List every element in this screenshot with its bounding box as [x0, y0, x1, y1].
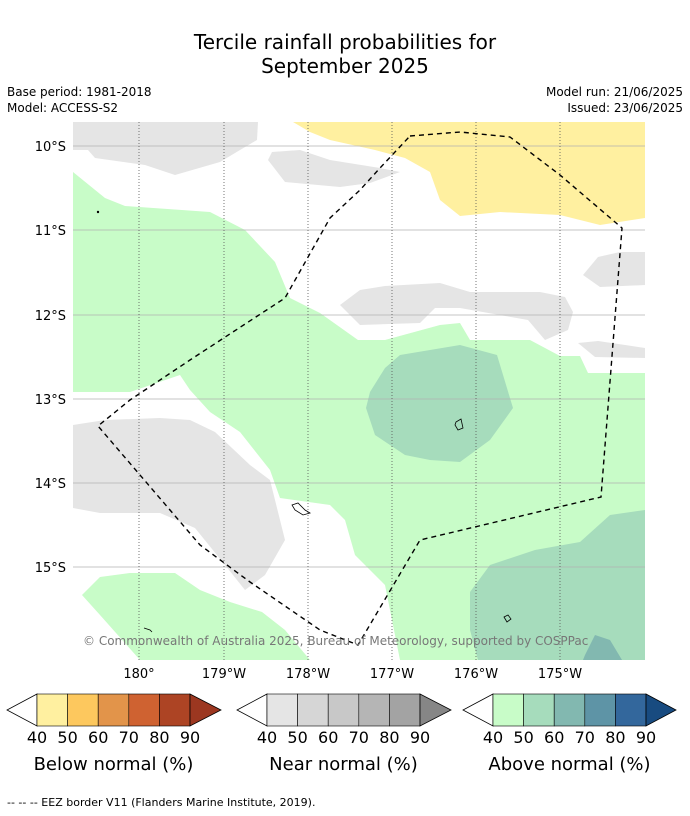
- above-normal-colorbar-segment: [523, 693, 555, 727]
- longitude-labels: 180° 179°W 178°W 177°W 176°W 175°W: [123, 667, 582, 682]
- below-normal-colorbar-tick: 80: [149, 728, 169, 747]
- above-normal-colorbar-left-arrow: [462, 693, 494, 727]
- below-normal-colorbar-segment: [36, 693, 68, 727]
- near-normal-region-nw: [73, 122, 258, 175]
- above-normal-colorbar-tick: 70: [575, 728, 595, 747]
- below-normal-colorbar-segment: [128, 693, 160, 727]
- above-normal-region-strong: [583, 635, 622, 660]
- eez-footnote: -- -- -- EEZ border V11 (Flanders Marine…: [7, 796, 316, 809]
- lat-label-11s: 11°S: [35, 224, 66, 239]
- below-normal-colorbar-segment: [67, 693, 99, 727]
- above-normal-colorbar-tick: 80: [605, 728, 625, 747]
- below-normal-colorbar-left-arrow: [6, 693, 38, 727]
- issued-date: Issued: 23/06/2025: [567, 101, 683, 115]
- near-normal-colorbar: 40 50 60 70 80 90 Near normal (%): [236, 693, 452, 775]
- lat-label-10s: 10°S: [35, 140, 66, 155]
- near-normal-colorbar-right-arrow: [419, 693, 452, 727]
- above-normal-colorbar-tick: 40: [483, 728, 503, 747]
- above-normal-colorbar-tick: 50: [513, 728, 533, 747]
- near-normal-region-east-small: [578, 341, 645, 358]
- above-normal-colorbar-segment: [615, 693, 647, 727]
- near-normal-region-west: [73, 418, 285, 590]
- below-normal-colorbar-tick: 60: [88, 728, 108, 747]
- map-plot-area: © Commonwealth of Australia 2025, Bureau…: [73, 122, 645, 660]
- above-normal-region-southeast: [470, 510, 645, 660]
- near-normal-colorbar-segment: [358, 693, 390, 727]
- near-normal-colorbar-left-arrow: [236, 693, 268, 727]
- title-line-1: Tercile rainfall probabilities for: [193, 30, 497, 54]
- above-normal-colorbar-right-arrow: [645, 693, 677, 727]
- lon-label-179w: 179°W: [202, 667, 246, 682]
- near-normal-region-n: [268, 150, 400, 187]
- below-normal-colorbar: 40 50 60 70 80 90 Below normal (%): [6, 693, 222, 775]
- map-title: Tercile rainfall probabilities for Septe…: [0, 30, 690, 78]
- near-normal-colorbar-tick: 90: [410, 728, 430, 747]
- above-normal-colorbar-tick: 60: [544, 728, 564, 747]
- lon-label-176w: 176°W: [454, 667, 498, 682]
- island-outlines: [96, 210, 512, 633]
- below-normal-colorbar-segment: [159, 693, 191, 727]
- above-normal-colorbar-label: Above normal (%): [488, 754, 650, 775]
- latitude-gridlines: [73, 145, 645, 568]
- near-normal-colorbar-tick: 70: [349, 728, 369, 747]
- near-normal-colorbar-segment: [389, 693, 421, 727]
- title-line-2: September 2025: [261, 54, 429, 78]
- above-normal-colorbar: 40 50 60 70 80 90 Above normal (%): [462, 693, 677, 775]
- model-run: Model run: 21/06/2025: [545, 85, 683, 99]
- lon-label-180: 180°: [123, 667, 154, 682]
- eez-border: [97, 131, 623, 646]
- below-normal-colorbar-right-arrow: [189, 693, 222, 727]
- near-normal-colorbar-tick: 50: [287, 728, 307, 747]
- below-normal-colorbar-tick: 90: [180, 728, 200, 747]
- lon-label-177w: 177°W: [370, 667, 414, 682]
- meta-left: Base period: 1981-2018 Model: ACCESS-S2: [7, 84, 152, 116]
- near-normal-colorbar-segment: [327, 693, 360, 727]
- colorbars: 40 50 60 70 80 90 Below normal (%) 40 50 60 70 80 90…: [6, 693, 677, 775]
- model-name: Model: ACCESS-S2: [7, 101, 119, 115]
- lon-label-178w: 178°W: [286, 667, 330, 682]
- near-normal-colorbar-tick: 40: [257, 728, 277, 747]
- below-normal-colorbar-tick: 40: [27, 728, 47, 747]
- below-normal-colorbar-tick: 70: [119, 728, 139, 747]
- above-normal-colorbar-segment: [492, 693, 524, 727]
- above-normal-colorbar-segment: [553, 693, 586, 727]
- below-normal-colorbar-segment: [97, 693, 130, 727]
- meta-right: Model run: 21/06/2025 Issued: 23/06/2025: [546, 84, 683, 116]
- near-normal-colorbar-segment: [297, 693, 329, 727]
- near-normal-colorbar-tick: 60: [318, 728, 338, 747]
- below-normal-region: [293, 122, 645, 225]
- lon-label-175w: 175°W: [538, 667, 582, 682]
- above-normal-colorbar-tick: 90: [636, 728, 656, 747]
- lat-label-12s: 12°S: [35, 309, 66, 324]
- lat-label-13s: 13°S: [35, 393, 66, 408]
- lat-label-14s: 14°S: [35, 477, 66, 492]
- above-normal-region-main: [73, 172, 645, 660]
- base-period: Base period: 1981-2018: [7, 85, 152, 99]
- near-normal-region-east: [583, 252, 645, 287]
- below-normal-colorbar-tick: 50: [57, 728, 77, 747]
- near-normal-colorbar-label: Near normal (%): [269, 754, 418, 775]
- near-normal-colorbar-segment: [266, 693, 298, 727]
- near-normal-colorbar-tick: 80: [379, 728, 399, 747]
- copyright-text: © Commonwealth of Australia 2025, Bureau…: [83, 634, 588, 648]
- latitude-labels: 10°S 11°S 12°S 13°S 14°S 15°S: [35, 140, 66, 576]
- below-normal-colorbar-label: Below normal (%): [34, 754, 194, 775]
- near-normal-region-center: [340, 283, 573, 340]
- lat-label-15s: 15°S: [35, 561, 66, 576]
- above-normal-colorbar-segment: [584, 693, 616, 727]
